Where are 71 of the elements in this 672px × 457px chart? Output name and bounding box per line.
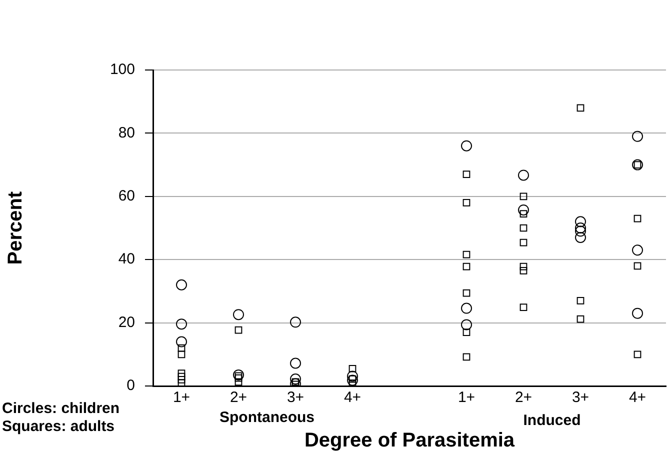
point — [632, 308, 643, 319]
point — [575, 226, 586, 237]
point — [290, 358, 301, 369]
y-tick-label: 60 — [118, 188, 135, 205]
point — [234, 372, 242, 380]
point — [462, 328, 470, 336]
point — [290, 374, 301, 385]
point — [634, 350, 642, 358]
point — [462, 353, 470, 361]
point — [348, 364, 356, 372]
y-tick-label: 40 — [118, 250, 135, 268]
point — [575, 216, 586, 228]
x-tick-label: 1+ — [458, 389, 476, 406]
point — [234, 326, 242, 334]
point — [520, 262, 528, 270]
point — [176, 279, 187, 290]
point — [233, 369, 244, 380]
point — [518, 170, 529, 181]
point — [520, 266, 528, 274]
point — [461, 302, 472, 314]
point — [176, 336, 187, 348]
point — [520, 224, 528, 232]
point — [462, 262, 470, 270]
point — [347, 374, 358, 386]
text: Squares: adults — [2, 418, 115, 436]
point — [575, 222, 586, 234]
x-tick-label: 3+ — [286, 389, 304, 406]
x-tick-label: 3+ — [572, 389, 590, 406]
point — [634, 214, 642, 222]
point — [520, 210, 528, 218]
x-tick-label: 2+ — [230, 389, 248, 406]
point — [461, 319, 472, 330]
x-tick-label: 1+ — [172, 389, 190, 406]
point — [632, 244, 643, 256]
point — [233, 309, 244, 320]
point — [632, 130, 643, 142]
point — [176, 318, 187, 330]
point — [462, 199, 470, 206]
point — [234, 378, 242, 386]
point — [576, 297, 584, 304]
y-tick-label: 80 — [118, 124, 135, 142]
point — [575, 232, 586, 243]
point — [290, 316, 301, 328]
point — [234, 374, 242, 382]
point — [520, 304, 528, 311]
point — [462, 289, 470, 297]
point — [347, 370, 358, 382]
point — [178, 350, 186, 358]
y-axis-title: Percent — [4, 190, 27, 265]
x-tick-label: 4+ — [344, 389, 362, 406]
y-tick-label: 20 — [118, 314, 135, 331]
x-tick-label: 2+ — [514, 389, 532, 406]
point — [462, 170, 470, 178]
point — [518, 204, 529, 216]
point — [178, 372, 186, 380]
point — [178, 344, 186, 352]
y-tick-label: 0 — [126, 377, 135, 394]
point — [576, 104, 584, 112]
point — [520, 192, 528, 200]
point — [634, 262, 642, 270]
point — [461, 140, 472, 152]
point — [462, 250, 470, 258]
point — [178, 370, 186, 378]
x-axis-title: Degree of Parasitemia — [304, 430, 516, 452]
text: Spontaneous — [219, 409, 315, 426]
text: Circles: children — [2, 400, 120, 418]
x-tick-label: 4+ — [628, 389, 646, 406]
point — [520, 238, 528, 246]
point — [576, 315, 584, 323]
text: Induced — [523, 412, 581, 430]
y-tick-label: 100 — [110, 61, 135, 78]
